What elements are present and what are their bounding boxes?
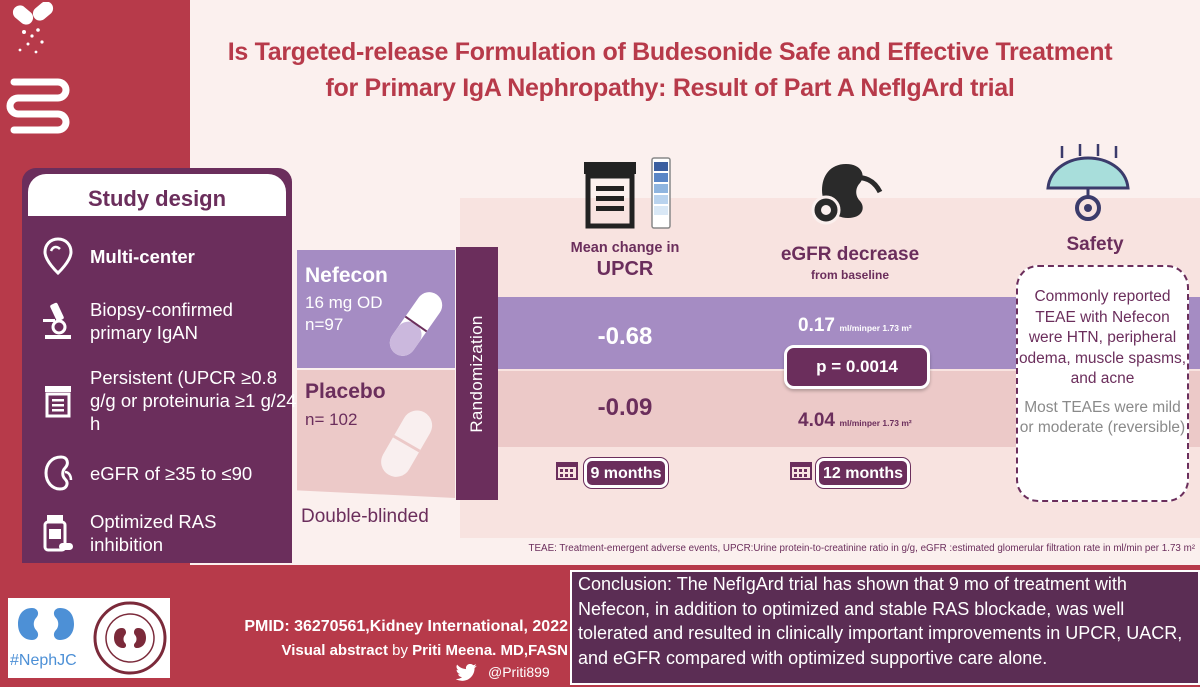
location-pin-icon bbox=[36, 234, 80, 278]
study-item-label: Multi-center bbox=[90, 245, 195, 267]
study-item-persistent: Persistent (UPCR ≥0.8 g/g or proteinuria… bbox=[36, 366, 300, 435]
study-item-label: Optimized RAS inhibition bbox=[90, 511, 217, 555]
egfr-nefecon-number: 0.17 bbox=[798, 315, 835, 336]
placebo-arm-n: n= 102 bbox=[305, 410, 358, 429]
conclusion-box: Conclusion: The NefIgArd trial has shown… bbox=[570, 570, 1200, 685]
randomization-label: Randomization bbox=[467, 314, 486, 433]
safety-header: Safety bbox=[1066, 234, 1124, 255]
umbrella-shield-icon bbox=[1046, 144, 1130, 221]
study-item-label: Persistent (UPCR ≥0.8 g/g or proteinuria… bbox=[90, 367, 297, 434]
nefecon-arm-dose: 16 mg OD bbox=[305, 293, 383, 312]
placebo-arm-name: Placebo bbox=[305, 380, 386, 403]
upcr-placebo-value: -0.09 bbox=[597, 394, 653, 421]
egfr-nefecon-value: 0.17 ml/minper 1.73 m² bbox=[770, 315, 970, 337]
safety-box: Commonly reported TEAE with Nefecon were… bbox=[1016, 265, 1189, 502]
calendar-icon bbox=[790, 462, 812, 480]
visual-abstract-label: Visual abstract bbox=[281, 642, 388, 659]
tablet-icon bbox=[381, 410, 433, 477]
egfr-header-small: from baseline bbox=[810, 268, 890, 282]
visual-abstract-by: by bbox=[392, 642, 408, 659]
page-title: Is Targeted-release Formulation of Budes… bbox=[190, 34, 1150, 106]
egfr-unit: ml/minper 1.73 m² bbox=[839, 418, 912, 428]
double-blinded-label: Double-blinded bbox=[301, 506, 429, 527]
microscope-icon bbox=[36, 299, 80, 343]
nephjc-kidney-logo-icon bbox=[18, 608, 74, 640]
capsule-icon bbox=[389, 292, 443, 356]
egfr-duration-badge: 12 months bbox=[816, 458, 910, 488]
egfr-placebo-value: 4.04 ml/minper 1.73 m² bbox=[770, 410, 970, 432]
safety-teae-text: Commonly reported TEAE with Nefecon were… bbox=[1018, 288, 1187, 387]
kidney-gear-icon bbox=[811, 164, 883, 225]
upcr-header-small: Mean change in bbox=[570, 240, 680, 256]
nefecon-arm-box: Nefecon 16 mg OD n=97 bbox=[297, 250, 455, 368]
egfr-unit: ml/minper 1.73 m² bbox=[839, 323, 912, 333]
gut-pill-logo-icon bbox=[6, 2, 70, 134]
upcr-duration-badge: 9 months bbox=[584, 458, 668, 488]
title-line-1: Is Targeted-release Formulation of Budes… bbox=[227, 38, 1113, 66]
randomization-bar bbox=[456, 247, 498, 500]
study-design-heading: Study design bbox=[28, 174, 286, 216]
pmid-citation: PMID: 36270561,Kidney International, 202… bbox=[244, 618, 568, 635]
study-item-label: eGFR of ≥35 to ≤90 bbox=[90, 462, 253, 484]
nefecon-arm-name: Nefecon bbox=[305, 264, 388, 287]
study-item-biopsy: Biopsy-confirmed primary IgAN bbox=[36, 298, 270, 344]
egfr-placebo-number: 4.04 bbox=[798, 410, 835, 431]
pill-bottle-icon bbox=[36, 511, 80, 555]
study-item-egfr: eGFR of ≥35 to ≤90 bbox=[36, 451, 252, 495]
calendar-icon bbox=[556, 462, 578, 480]
upcr-nefecon-value: -0.68 bbox=[597, 323, 653, 350]
abbreviations-footnote: TEAE: Treatment-emergent adverse events,… bbox=[528, 543, 1195, 554]
p-value-badge: p = 0.0014 bbox=[784, 345, 930, 389]
egfr-header: eGFR decrease bbox=[780, 244, 920, 265]
placebo-arm-box: Placebo n= 102 bbox=[297, 370, 455, 498]
title-line-2: for Primary IgA Nephropathy: Result of P… bbox=[325, 74, 1015, 102]
nephjc-hashtag: #NephJC bbox=[10, 652, 77, 669]
twitter-handle[interactable]: @Priti899 bbox=[488, 664, 550, 680]
author-name: Priti Meena. MD,FASN bbox=[412, 642, 568, 659]
study-item-multicenter: Multi-center bbox=[36, 234, 195, 278]
kidney-icon bbox=[36, 451, 80, 495]
study-item-ras: Optimized RAS inhibition bbox=[36, 510, 250, 556]
study-design-card bbox=[22, 168, 292, 563]
study-item-label: Biopsy-confirmed primary IgAN bbox=[90, 299, 233, 343]
safety-severity-text: Most TEAEs were mild or moderate (revers… bbox=[1019, 398, 1186, 436]
nephrology-collective-seal-icon bbox=[93, 601, 167, 675]
upcr-header: UPCR bbox=[596, 258, 654, 280]
nefecon-arm-n: n=97 bbox=[305, 315, 344, 334]
visual-abstract-credit: Visual abstract by Priti Meena. MD,FASN bbox=[208, 642, 569, 659]
twitter-bird-icon bbox=[456, 664, 477, 681]
logos-box bbox=[8, 598, 170, 678]
urine-test-icon bbox=[584, 157, 671, 229]
lab-jar-icon bbox=[36, 379, 80, 423]
